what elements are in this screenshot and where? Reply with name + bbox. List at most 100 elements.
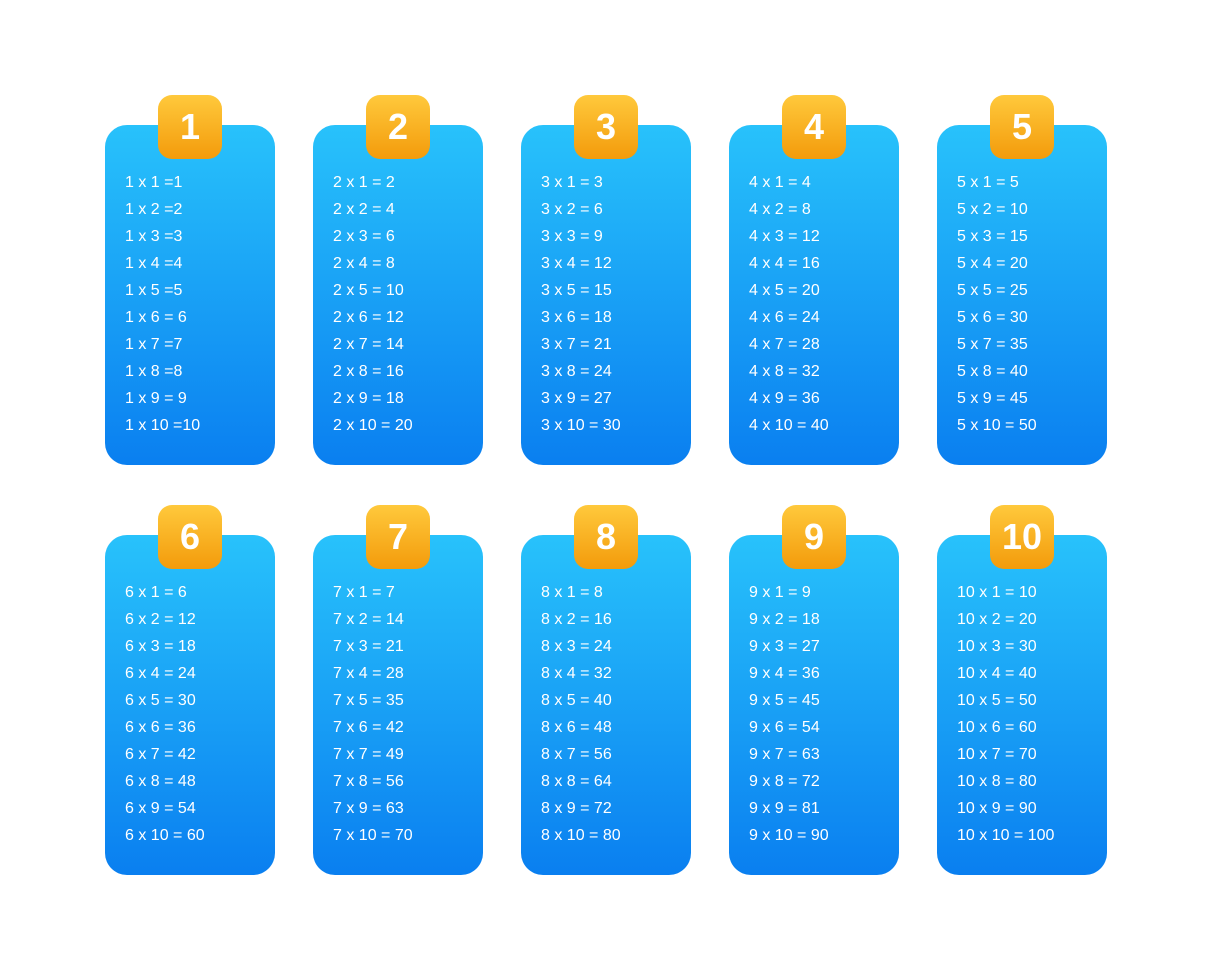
times-table-card-2: 22 x 1 = 22 x 2 = 42 x 3 = 62 x 4 = 82 x… [313,125,483,465]
card-number-badge: 10 [990,505,1054,569]
multiplication-row: 2 x 5 = 10 [333,277,471,304]
multiplication-row: 4 x 1 = 4 [749,169,887,196]
card-body: 5 x 1 = 55 x 2 = 105 x 3 = 155 x 4 = 205… [937,125,1107,465]
multiplication-row: 1 x 6 = 6 [125,304,263,331]
multiplication-row: 6 x 7 = 42 [125,741,263,768]
multiplication-row: 6 x 2 = 12 [125,606,263,633]
card-body: 6 x 1 = 66 x 2 = 126 x 3 = 186 x 4 = 246… [105,535,275,875]
card-number-badge: 6 [158,505,222,569]
multiplication-row: 9 x 1 = 9 [749,579,887,606]
multiplication-row: 4 x 7 = 28 [749,331,887,358]
multiplication-row: 5 x 4 = 20 [957,250,1095,277]
card-number-badge: 8 [574,505,638,569]
multiplication-row: 3 x 9 = 27 [541,385,679,412]
card-number-badge: 2 [366,95,430,159]
multiplication-row: 5 x 6 = 30 [957,304,1095,331]
multiplication-row: 9 x 10 = 90 [749,822,887,849]
multiplication-row: 2 x 6 = 12 [333,304,471,331]
multiplication-row: 8 x 3 = 24 [541,633,679,660]
card-number-badge: 9 [782,505,846,569]
multiplication-row: 5 x 8 = 40 [957,358,1095,385]
multiplication-row: 9 x 9 = 81 [749,795,887,822]
multiplication-row: 10 x 7 = 70 [957,741,1095,768]
multiplication-row: 7 x 4 = 28 [333,660,471,687]
card-body: 9 x 1 = 99 x 2 = 189 x 3 = 279 x 4 = 369… [729,535,899,875]
multiplication-row: 6 x 9 = 54 [125,795,263,822]
multiplication-row: 8 x 1 = 8 [541,579,679,606]
multiplication-row: 5 x 10 = 50 [957,412,1095,439]
times-table-card-4: 44 x 1 = 44 x 2 = 84 x 3 = 124 x 4 = 164… [729,125,899,465]
multiplication-row: 1 x 2 =2 [125,196,263,223]
multiplication-row: 4 x 9 = 36 [749,385,887,412]
multiplication-row: 7 x 8 = 56 [333,768,471,795]
multiplication-row: 9 x 6 = 54 [749,714,887,741]
multiplication-row: 4 x 6 = 24 [749,304,887,331]
multiplication-row: 10 x 5 = 50 [957,687,1095,714]
multiplication-row: 2 x 1 = 2 [333,169,471,196]
multiplication-row: 7 x 1 = 7 [333,579,471,606]
multiplication-row: 5 x 1 = 5 [957,169,1095,196]
multiplication-row: 9 x 4 = 36 [749,660,887,687]
card-number-badge: 7 [366,505,430,569]
times-table-card-1: 11 x 1 =11 x 2 =21 x 3 =31 x 4 =41 x 5 =… [105,125,275,465]
multiplication-row: 3 x 6 = 18 [541,304,679,331]
times-table-card-7: 77 x 1 = 77 x 2 = 147 x 3 = 217 x 4 = 28… [313,535,483,875]
multiplication-row: 4 x 8 = 32 [749,358,887,385]
multiplication-row: 10 x 6 = 60 [957,714,1095,741]
multiplication-row: 10 x 8 = 80 [957,768,1095,795]
multiplication-row: 2 x 2 = 4 [333,196,471,223]
times-table-card-8: 88 x 1 = 88 x 2 = 168 x 3 = 248 x 4 = 32… [521,535,691,875]
multiplication-row: 5 x 9 = 45 [957,385,1095,412]
card-number-badge: 1 [158,95,222,159]
multiplication-row: 10 x 1 = 10 [957,579,1095,606]
multiplication-row: 1 x 7 =7 [125,331,263,358]
multiplication-row: 7 x 10 = 70 [333,822,471,849]
multiplication-row: 8 x 5 = 40 [541,687,679,714]
multiplication-row: 2 x 8 = 16 [333,358,471,385]
times-table-card-3: 33 x 1 = 33 x 2 = 63 x 3 = 93 x 4 = 123 … [521,125,691,465]
multiplication-row: 7 x 2 = 14 [333,606,471,633]
multiplication-row: 9 x 8 = 72 [749,768,887,795]
multiplication-row: 7 x 6 = 42 [333,714,471,741]
multiplication-row: 8 x 6 = 48 [541,714,679,741]
multiplication-row: 10 x 2 = 20 [957,606,1095,633]
multiplication-row: 10 x 9 = 90 [957,795,1095,822]
multiplication-row: 5 x 3 = 15 [957,223,1095,250]
card-body: 1 x 1 =11 x 2 =21 x 3 =31 x 4 =41 x 5 =5… [105,125,275,465]
multiplication-row: 1 x 8 =8 [125,358,263,385]
times-table-card-5: 55 x 1 = 55 x 2 = 105 x 3 = 155 x 4 = 20… [937,125,1107,465]
card-body: 7 x 1 = 77 x 2 = 147 x 3 = 217 x 4 = 287… [313,535,483,875]
card-body: 4 x 1 = 44 x 2 = 84 x 3 = 124 x 4 = 164 … [729,125,899,465]
multiplication-row: 5 x 5 = 25 [957,277,1095,304]
multiplication-row: 6 x 5 = 30 [125,687,263,714]
times-table-card-10: 1010 x 1 = 1010 x 2 = 2010 x 3 = 3010 x … [937,535,1107,875]
multiplication-row: 6 x 4 = 24 [125,660,263,687]
multiplication-row: 1 x 4 =4 [125,250,263,277]
multiplication-row: 10 x 4 = 40 [957,660,1095,687]
multiplication-row: 8 x 7 = 56 [541,741,679,768]
multiplication-row: 6 x 6 = 36 [125,714,263,741]
multiplication-row: 2 x 9 = 18 [333,385,471,412]
multiplication-row: 7 x 5 = 35 [333,687,471,714]
multiplication-row: 4 x 10 = 40 [749,412,887,439]
multiplication-row: 7 x 7 = 49 [333,741,471,768]
multiplication-row: 2 x 7 = 14 [333,331,471,358]
multiplication-row: 1 x 10 =10 [125,412,263,439]
multiplication-row: 2 x 10 = 20 [333,412,471,439]
multiplication-row: 9 x 7 = 63 [749,741,887,768]
card-body: 3 x 1 = 33 x 2 = 63 x 3 = 93 x 4 = 123 x… [521,125,691,465]
multiplication-row: 3 x 10 = 30 [541,412,679,439]
card-number-badge: 5 [990,95,1054,159]
multiplication-row: 6 x 8 = 48 [125,768,263,795]
card-body: 2 x 1 = 22 x 2 = 42 x 3 = 62 x 4 = 82 x … [313,125,483,465]
multiplication-row: 10 x 3 = 30 [957,633,1095,660]
multiplication-row: 2 x 4 = 8 [333,250,471,277]
card-body: 8 x 1 = 88 x 2 = 168 x 3 = 248 x 4 = 328… [521,535,691,875]
times-table-card-9: 99 x 1 = 99 x 2 = 189 x 3 = 279 x 4 = 36… [729,535,899,875]
multiplication-row: 7 x 3 = 21 [333,633,471,660]
multiplication-row: 9 x 2 = 18 [749,606,887,633]
card-body: 10 x 1 = 1010 x 2 = 2010 x 3 = 3010 x 4 … [937,535,1107,875]
multiplication-row: 2 x 3 = 6 [333,223,471,250]
multiplication-row: 10 x 10 = 100 [957,822,1095,849]
multiplication-row: 8 x 9 = 72 [541,795,679,822]
